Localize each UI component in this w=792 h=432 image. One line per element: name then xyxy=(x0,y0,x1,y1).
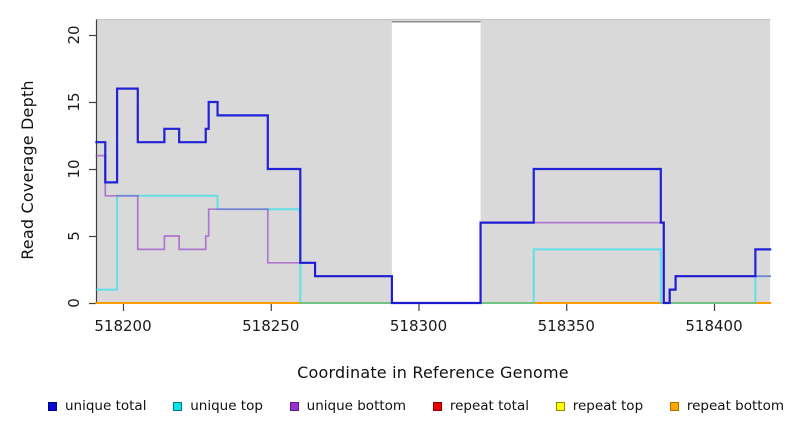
grid-panel-left xyxy=(96,19,392,303)
y-tick-label: 20 xyxy=(65,25,83,44)
legend-label: unique top xyxy=(190,398,263,414)
legend-swatch-icon xyxy=(669,401,679,411)
x-tick-label: 518400 xyxy=(685,317,742,335)
legend-label: repeat total xyxy=(449,398,529,414)
legend-swatch-icon xyxy=(48,401,57,411)
coverage-chart-canvas: 0 5 10 15 20 518200 518250 518300 518350 518400 xyxy=(65,18,772,335)
y-tick-label: 0 xyxy=(65,298,83,308)
grid-panel-right xyxy=(480,19,771,303)
x-tick-label: 518350 xyxy=(538,317,595,335)
legend-label: repeat bottom xyxy=(686,398,784,414)
legend-swatch-icon xyxy=(173,401,183,411)
y-tick-label: 15 xyxy=(65,92,83,111)
legend-label: repeat top xyxy=(572,398,644,414)
legend-item-unique-top: unique top xyxy=(173,398,263,414)
legend-item-repeat-top: repeat top xyxy=(555,398,644,414)
series-line-unique-total xyxy=(95,87,772,305)
x-tick-label: 518300 xyxy=(390,317,447,335)
legend: unique total unique top unique bottom repea… xyxy=(48,397,784,415)
legend-item-unique-bottom: unique bottom xyxy=(289,398,407,414)
x-axis-title: Coordinate in Reference Genome xyxy=(297,363,569,382)
legend-item-unique-total: unique total xyxy=(48,398,146,414)
y-axis-title: Read Coverage Depth xyxy=(18,80,37,260)
x-tick-label: 518200 xyxy=(94,317,151,335)
legend-label: unique total xyxy=(65,398,147,414)
legend-item-repeat-total: repeat total xyxy=(432,398,529,414)
y-tick-label: 5 xyxy=(65,231,83,241)
legend-swatch-icon xyxy=(432,401,442,411)
legend-label: unique bottom xyxy=(306,398,407,414)
x-tick-label: 518250 xyxy=(242,317,299,335)
legend-item-repeat-bottom: repeat bottom xyxy=(669,398,784,414)
y-tick-label: 10 xyxy=(65,159,83,178)
legend-swatch-icon xyxy=(555,401,565,411)
legend-swatch-icon xyxy=(289,401,299,411)
